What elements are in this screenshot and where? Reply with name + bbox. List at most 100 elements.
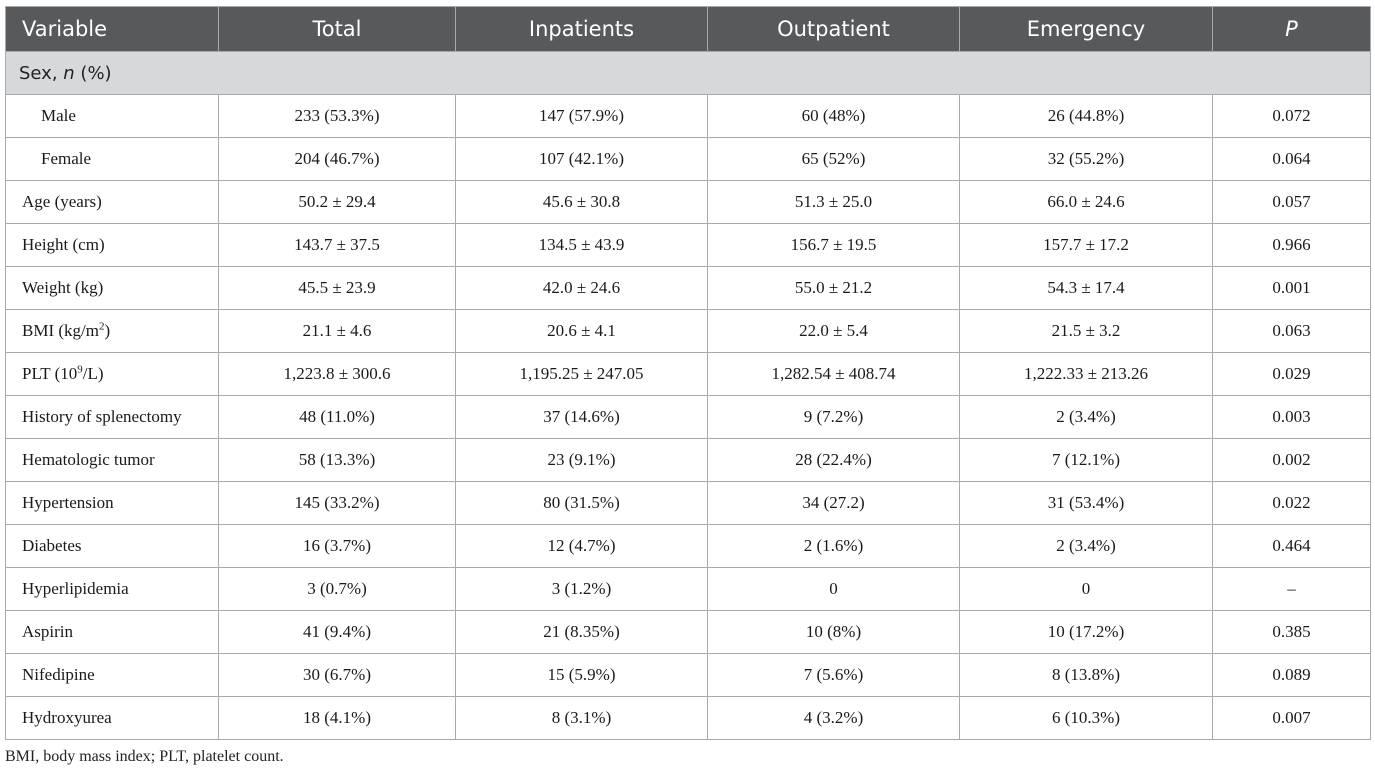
row-variable-text: Hydroxyurea [22,708,112,727]
outpatient-cell: 65 (52%) [707,137,960,181]
row-variable-label: PLT (109/L) [5,352,219,396]
total-cell: 58 (13.3%) [218,438,456,482]
inpatients-cell: 107 (42.1%) [455,137,708,181]
emergency-cell: 32 (55.2%) [959,137,1213,181]
row-variable-label: BMI (kg/m2) [5,309,219,353]
outpatient-cell: 10 (8%) [707,610,960,654]
row-variable-text: Weight (kg) [22,278,104,297]
header-p-value: P [1212,6,1371,52]
row-variable-suffix: ) [104,321,111,340]
inpatients-cell: 1,195.25 ± 247.05 [455,352,708,396]
table-row: Hematologic tumor 58 (13.3%) 23 (9.1%) 28 (… [5,438,1371,482]
row-variable-label: Nifedipine [5,653,219,697]
p-value-cell: 0.001 [1212,266,1371,310]
emergency-cell: 1,222.33 ± 213.26 [959,352,1213,396]
p-value-cell: 0.385 [1212,610,1371,654]
table-body: Sex, n (%) Male 233 (53.3%) 147 (57.9%) 60 … [5,51,1371,740]
total-cell: 16 (3.7%) [218,524,456,568]
row-variable-label: Hypertension [5,481,219,525]
table-row: PLT (109/L) 1,223.8 ± 300.6 1,195.25 ± 247… [5,352,1371,396]
row-variable-text: BMI (kg/m [22,321,99,340]
row-variable-label: Height (cm) [5,223,219,267]
emergency-cell: 26 (44.8%) [959,94,1213,138]
outpatient-cell: 22.0 ± 5.4 [707,309,960,353]
p-value-cell: – [1212,567,1371,611]
row-variable-text: Age (years) [22,192,102,211]
inpatients-cell: 23 (9.1%) [455,438,708,482]
inpatients-cell: 12 (4.7%) [455,524,708,568]
p-value-cell: 0.022 [1212,481,1371,525]
table-header-row: Variable Total Inpatients Outpatient Eme… [5,6,1371,52]
row-variable-label: Aspirin [5,610,219,654]
inpatients-cell: 147 (57.9%) [455,94,708,138]
outpatient-cell: 34 (27.2) [707,481,960,525]
table-row: Male 233 (53.3%) 147 (57.9%) 60 (48%) 26 (44… [5,94,1371,138]
emergency-cell: 31 (53.4%) [959,481,1213,525]
row-variable-label: Female [5,137,219,181]
inpatients-cell: 37 (14.6%) [455,395,708,439]
table-row: History of splenectomy 48 (11.0%) 37 (14.6… [5,395,1371,439]
inpatients-cell: 3 (1.2%) [455,567,708,611]
row-variable-text: Hyperlipidemia [22,579,129,598]
section-label: Sex, n (%) [5,51,1371,95]
total-cell: 143.7 ± 37.5 [218,223,456,267]
emergency-cell: 10 (17.2%) [959,610,1213,654]
p-value-cell: 0.072 [1212,94,1371,138]
outpatient-cell: 0 [707,567,960,611]
p-value-cell: 0.064 [1212,137,1371,181]
row-variable-superscript: 2 [98,320,105,333]
table-row: Female 204 (46.7%) 107 (42.1%) 65 (52%) 32 (… [5,137,1371,181]
row-variable-label: Hyperlipidemia [5,567,219,611]
p-value-cell: 0.089 [1212,653,1371,697]
row-variable-superscript: 9 [77,363,83,376]
row-variable-label: Hydroxyurea [5,696,219,740]
outpatient-cell: 60 (48%) [707,94,960,138]
emergency-cell: 0 [959,567,1213,611]
total-cell: 18 (4.1%) [218,696,456,740]
outpatient-cell: 55.0 ± 21.2 [707,266,960,310]
total-cell: 1,223.8 ± 300.6 [218,352,456,396]
p-value-cell: 0.464 [1212,524,1371,568]
p-value-cell: 0.002 [1212,438,1371,482]
outpatient-cell: 51.3 ± 25.0 [707,180,960,224]
table-row: BMI (kg/m2) 21.1 ± 4.6 20.6 ± 4.1 22.0 ± 5.… [5,309,1371,353]
total-cell: 3 (0.7%) [218,567,456,611]
section-row-sex: Sex, n (%) [5,51,1371,95]
inpatients-cell: 45.6 ± 30.8 [455,180,708,224]
outpatient-cell: 2 (1.6%) [707,524,960,568]
row-variable-label: History of splenectomy [5,395,219,439]
emergency-cell: 2 (3.4%) [959,395,1213,439]
total-cell: 30 (6.7%) [218,653,456,697]
outpatient-cell: 1,282.54 ± 408.74 [707,352,960,396]
inpatients-cell: 15 (5.9%) [455,653,708,697]
row-variable-text: History of splenectomy [22,407,182,426]
header-emergency: Emergency [959,6,1213,52]
header-outpatient: Outpatient [707,6,960,52]
table-row: Hypertension 145 (33.2%) 80 (31.5%) 34 (27.… [5,481,1371,525]
section-label-suffix: (%) [74,62,112,84]
row-variable-text: Nifedipine [22,665,95,684]
table-row: Age (years) 50.2 ± 29.4 45.6 ± 30.8 51.3 ± … [5,180,1371,224]
outpatient-cell: 156.7 ± 19.5 [707,223,960,267]
table-row: Nifedipine 30 (6.7%) 15 (5.9%) 7 (5.6%) 8 (1… [5,653,1371,697]
row-variable-text: Hematologic tumor [22,450,155,469]
row-variable-text: Aspirin [22,622,73,641]
emergency-cell: 54.3 ± 17.4 [959,266,1213,310]
outpatient-cell: 7 (5.6%) [707,653,960,697]
emergency-cell: 8 (13.8%) [959,653,1213,697]
section-label-text: Sex, [19,62,64,84]
table-row: Diabetes 16 (3.7%) 12 (4.7%) 2 (1.6%) 2 (3.4… [5,524,1371,568]
emergency-cell: 157.7 ± 17.2 [959,223,1213,267]
data-table-container: Variable Total Inpatients Outpatient Eme… [5,6,1371,740]
header-total: Total [218,6,456,52]
total-cell: 21.1 ± 4.6 [218,309,456,353]
total-cell: 45.5 ± 23.9 [218,266,456,310]
table-row: Height (cm) 143.7 ± 37.5 134.5 ± 43.9 156.7… [5,223,1371,267]
outpatient-cell: 28 (22.4%) [707,438,960,482]
table-row: Weight (kg) 45.5 ± 23.9 42.0 ± 24.6 55.0 ± … [5,266,1371,310]
p-value-cell: 0.003 [1212,395,1371,439]
inpatients-cell: 80 (31.5%) [455,481,708,525]
total-cell: 48 (11.0%) [218,395,456,439]
row-variable-label: Male [5,94,219,138]
p-value-cell: 0.057 [1212,180,1371,224]
